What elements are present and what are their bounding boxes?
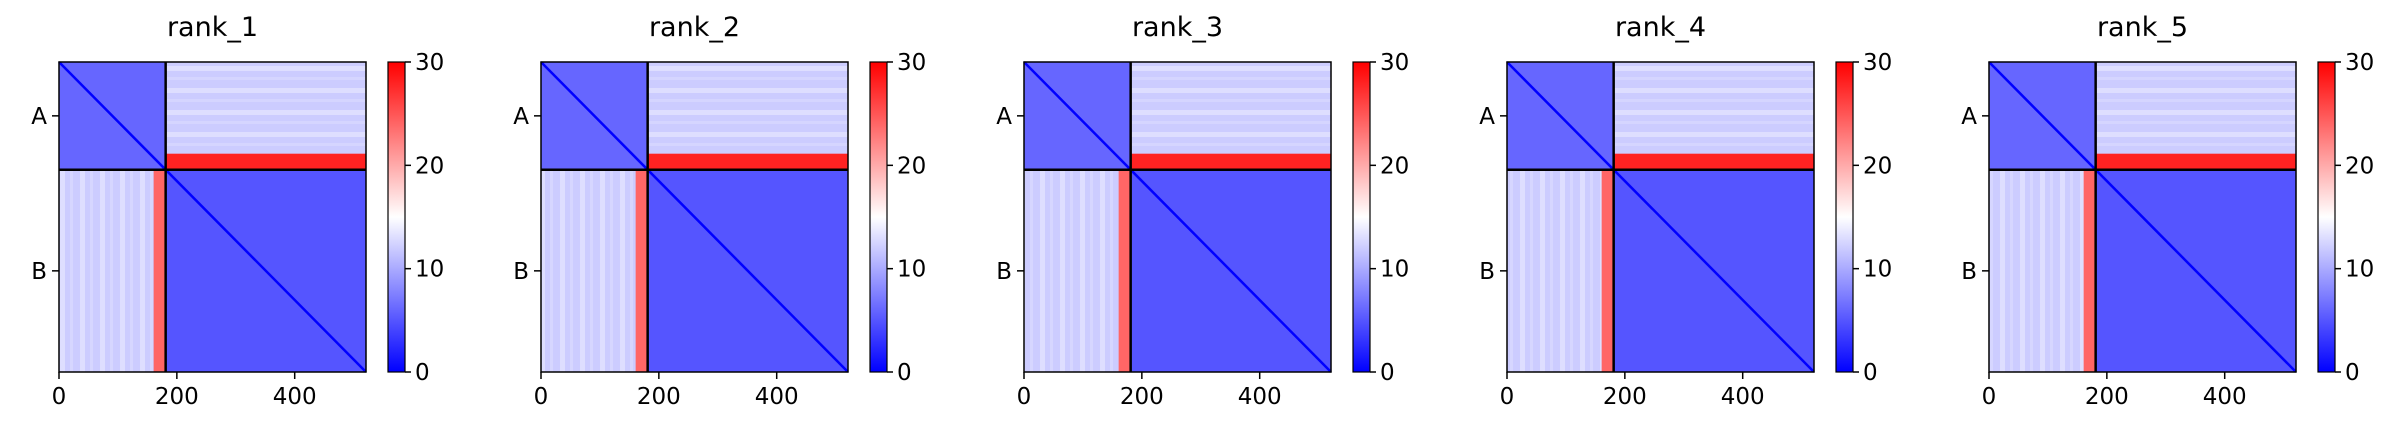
heatmap-texture-a-b: [1613, 62, 1814, 170]
x-tick-label: 0: [1982, 384, 1997, 410]
colorbar-frame: [387, 61, 406, 373]
heatmap-texture-a-b: [1130, 62, 1331, 170]
colorbar-tick-label: 30: [1863, 50, 1892, 76]
x-tick-label: 200: [1603, 384, 1647, 410]
colorbar: [870, 62, 887, 372]
heatmap-frame: [1988, 61, 2297, 373]
heatmap-texture-a-b: [647, 62, 848, 170]
colorbar-tick-label: 0: [1863, 360, 1878, 386]
panel-title: rank_1: [167, 12, 258, 43]
colorbar-frame: [869, 61, 888, 373]
heatmap-texture-a-b: [2095, 62, 2296, 170]
heatmap-band-a-b: [1130, 153, 1331, 170]
colorbar: [2318, 62, 2335, 372]
x-tick-label: 0: [1017, 384, 1032, 410]
heatmap-band-b-a: [153, 169, 166, 372]
panel-title: rank_5: [2097, 12, 2188, 43]
colorbar-tick-label: 10: [2345, 257, 2374, 283]
x-tick-label: 400: [273, 384, 317, 410]
panel-3: rank_3 0 200 400 A B 0 10 20 30: [996, 12, 1409, 410]
colorbar-tick-label: 0: [415, 360, 430, 386]
heatmap-band-b-a: [635, 169, 648, 372]
chain-label-b: B: [1479, 259, 1495, 285]
heatmap-texture-a-b: [165, 62, 366, 170]
colorbar: [388, 62, 405, 372]
panel-title: rank_2: [649, 12, 740, 43]
heatmap-frame: [540, 61, 849, 373]
panel-title: rank_3: [1132, 12, 1223, 43]
colorbar-tick-label: 20: [415, 153, 444, 179]
heatmap-band-a-b: [647, 153, 848, 170]
colorbar-tick-label: 0: [1380, 360, 1395, 386]
panel-title: rank_4: [1615, 12, 1706, 43]
chain-label-a: A: [996, 104, 1012, 130]
heatmap-band-b-a: [1118, 169, 1131, 372]
panel-1: rank_1 0 200 400 A B 0 10 20 30: [31, 12, 444, 410]
x-tick-label: 200: [1120, 384, 1164, 410]
heatmap-texture-b-a: [1989, 169, 2096, 372]
x-tick-label: 0: [52, 384, 67, 410]
heatmap-diagonal: [540, 61, 849, 373]
colorbar: [1353, 62, 1370, 372]
heatmap-band-b-a: [2083, 169, 2096, 372]
heatmap-texture-b-a: [1024, 169, 1131, 372]
heatmap-frame: [1506, 61, 1815, 373]
chain-label-b: B: [31, 259, 47, 285]
chain-label-b: B: [1961, 259, 1977, 285]
x-tick-label: 400: [1721, 384, 1765, 410]
heatmap-frame: [1023, 61, 1332, 373]
heatmap-diagonal: [1506, 61, 1815, 373]
colorbar-tick-label: 10: [897, 257, 926, 283]
heatmap-band-a-b: [2095, 153, 2296, 170]
heatmap-diagonal: [1023, 61, 1332, 373]
heatmap-band-a-b: [165, 153, 366, 170]
heatmap-frame: [58, 61, 367, 373]
x-tick-label: 200: [155, 384, 199, 410]
x-tick-label: 0: [1500, 384, 1515, 410]
x-tick-label: 200: [2085, 384, 2129, 410]
colorbar-frame: [2317, 61, 2336, 373]
x-tick-label: 400: [755, 384, 799, 410]
colorbar-tick-label: 20: [2345, 153, 2374, 179]
colorbar-tick-label: 30: [2345, 50, 2374, 76]
chain-label-a: A: [513, 104, 529, 130]
chain-label-a: A: [1961, 104, 1977, 130]
colorbar-frame: [1835, 61, 1854, 373]
colorbar-tick-label: 0: [2345, 360, 2360, 386]
panel-4: rank_4 0 200 400 A B 0 10 20 30: [1479, 12, 1892, 410]
chain-label-b: B: [513, 259, 529, 285]
colorbar-tick-label: 0: [897, 360, 912, 386]
colorbar-tick-label: 10: [1380, 257, 1409, 283]
colorbar-tick-label: 30: [897, 50, 926, 76]
colorbar-tick-label: 20: [1863, 153, 1892, 179]
x-tick-label: 400: [2203, 384, 2247, 410]
heatmap-band-b-a: [1601, 169, 1614, 372]
chain-label-a: A: [31, 104, 47, 130]
chain-label-a: A: [1479, 104, 1495, 130]
heatmap-diagonal: [58, 61, 367, 373]
colorbar-tick-label: 20: [897, 153, 926, 179]
colorbar-tick-label: 30: [1380, 50, 1409, 76]
colorbar-tick-label: 30: [415, 50, 444, 76]
heatmap-diagonal: [1988, 61, 2297, 373]
heatmap-band-a-b: [1613, 153, 1814, 170]
x-tick-label: 0: [534, 384, 549, 410]
panel-2: rank_2 0 200 400 A B 0 10 20 30: [513, 12, 926, 410]
heatmap-texture-b-a: [1507, 169, 1614, 372]
x-tick-label: 400: [1238, 384, 1282, 410]
colorbar-tick-label: 10: [415, 257, 444, 283]
x-tick-label: 200: [637, 384, 681, 410]
chain-label-b: B: [996, 259, 1012, 285]
colorbar: [1836, 62, 1853, 372]
heatmap-texture-b-a: [59, 169, 166, 372]
heatmap-texture-b-a: [541, 169, 648, 372]
colorbar-tick-label: 10: [1863, 257, 1892, 283]
colorbar-frame: [1352, 61, 1371, 373]
colorbar-tick-label: 20: [1380, 153, 1409, 179]
panel-5: rank_5 0 200 400 A B 0 10 20 30: [1961, 12, 2374, 410]
